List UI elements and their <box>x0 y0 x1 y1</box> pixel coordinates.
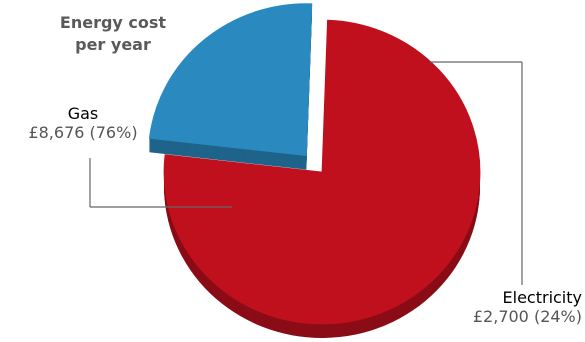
gas-slice-label: Gas £8,676 (76%) <box>8 104 158 142</box>
chart-title-line-2: per year <box>75 35 151 54</box>
gas-label-name: Gas <box>67 104 99 123</box>
electricity-slice <box>148 3 313 157</box>
chart-title: Energy cost per year <box>38 12 188 56</box>
chart-title-line-1: Energy cost <box>59 13 167 32</box>
electricity-label-value: £2,700 (24%) <box>472 307 582 326</box>
electricity-label-name: Electricity <box>502 288 582 307</box>
electricity-slice-label: Electricity £2,700 (24%) <box>446 288 582 326</box>
gas-label-value: £8,676 (76%) <box>28 123 138 142</box>
gas-slice <box>163 19 481 325</box>
